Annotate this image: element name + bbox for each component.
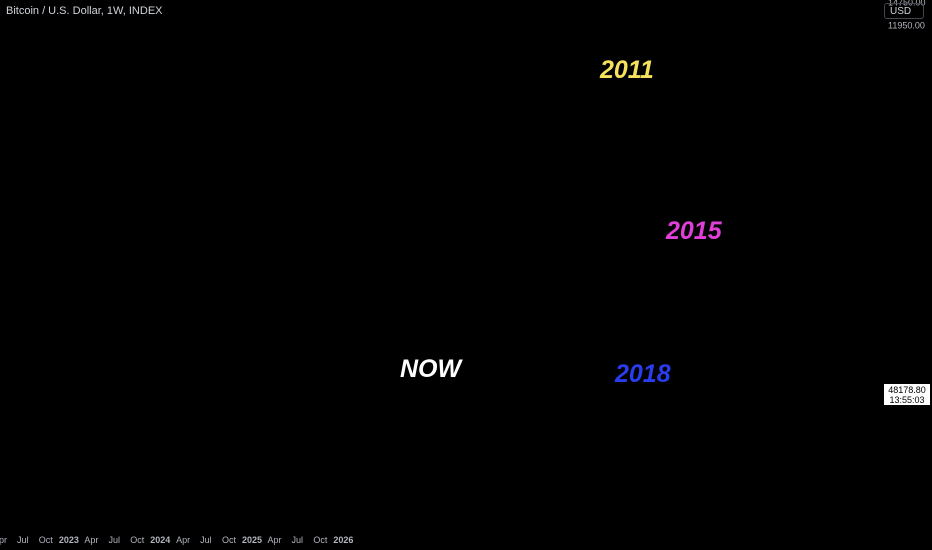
x-tick-label: Apr xyxy=(267,535,281,545)
chart-title: Bitcoin / U.S. Dollar, 1W, INDEX xyxy=(6,5,163,17)
x-tick-label: 2023 xyxy=(59,535,79,545)
y-tick-label: 11950.00 xyxy=(888,21,925,31)
x-tick-label: Oct xyxy=(130,535,145,545)
x-tick-label: Jul xyxy=(292,535,304,545)
x-tick-label: Jul xyxy=(200,535,212,545)
x-tick-label: Apr xyxy=(84,535,98,545)
x-tick-label: Oct xyxy=(222,535,237,545)
x-tick-label: Oct xyxy=(39,535,54,545)
x-tick-label: Apr xyxy=(176,535,190,545)
annotation-2015: 2015 xyxy=(665,217,723,245)
x-tick-label: 2024 xyxy=(150,535,170,545)
x-tick-label: Oct xyxy=(313,535,328,545)
x-tick-label: Apr xyxy=(0,535,7,545)
annotation-2011: 2011 xyxy=(599,56,654,84)
x-tick-label: 2026 xyxy=(333,535,353,545)
annotation-now: NOW xyxy=(400,355,464,383)
bar-countdown: 13:55:03 xyxy=(889,395,925,405)
currency-button[interactable]: USD xyxy=(884,3,924,19)
x-tick-label: Jul xyxy=(17,535,29,545)
last-price-value: 48178.80 xyxy=(888,385,926,395)
annotation-2018: 2018 xyxy=(614,360,671,388)
x-tick-label: 2025 xyxy=(242,535,262,545)
last-price-label: 48178.80 13:55:03 xyxy=(884,384,930,405)
x-tick-label: Jul xyxy=(108,535,120,545)
